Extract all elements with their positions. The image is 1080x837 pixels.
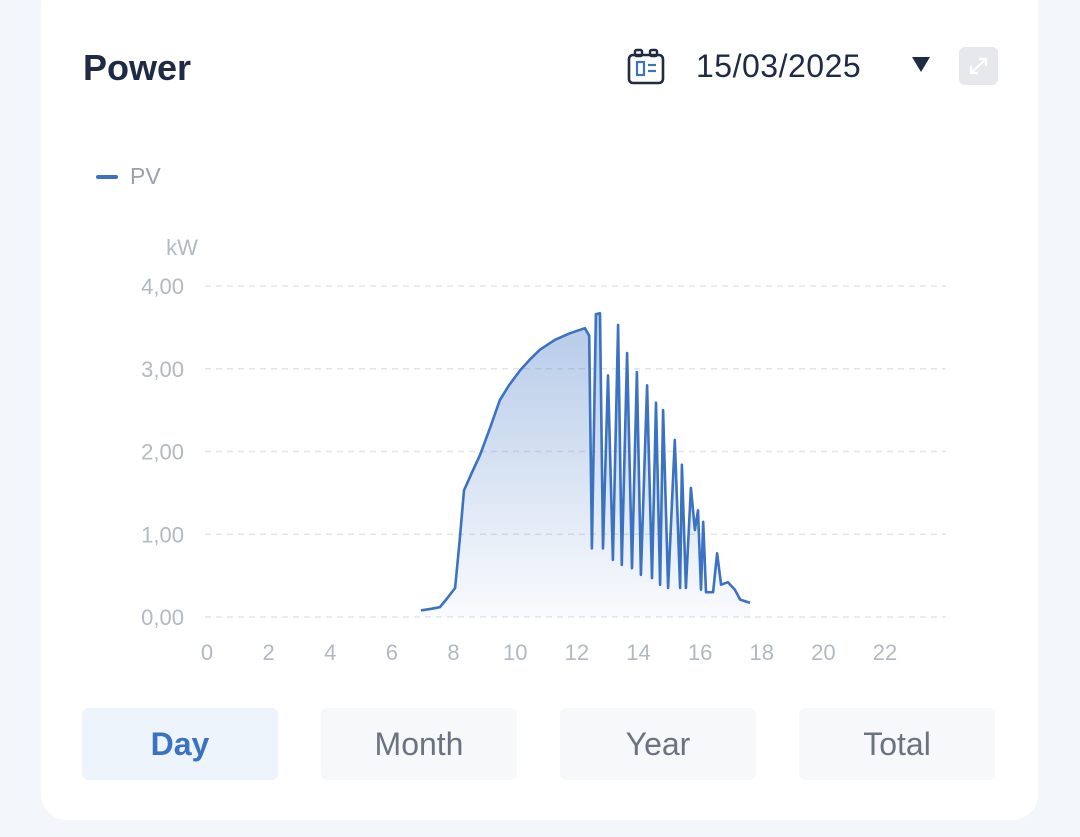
tab-total[interactable]: Total <box>799 708 995 780</box>
x-tick-label: 14 <box>626 640 650 665</box>
y-tick-label: 2,00 <box>141 440 184 465</box>
tab-day[interactable]: Day <box>82 708 278 780</box>
power-chart: kW 0,00 1,00 2,00 3,00 4,00 0 2 4 6 8 10 12 14 16 18 20… <box>141 235 946 665</box>
x-tick-label: 6 <box>386 640 398 665</box>
y-tick-label: 1,00 <box>141 522 184 547</box>
y-tick-label: 4,00 <box>141 274 184 299</box>
x-tick-label: 10 <box>503 640 527 665</box>
pv-area <box>420 313 751 617</box>
legend-swatch-pv <box>96 174 118 179</box>
x-tick-label: 2 <box>263 640 275 665</box>
x-tick-label: 20 <box>811 640 835 665</box>
x-tick-label: 16 <box>688 640 712 665</box>
x-tick-label: 4 <box>324 640 336 665</box>
x-tick-label: 8 <box>447 640 459 665</box>
legend-label-pv: PV <box>130 163 161 189</box>
tab-year[interactable]: Year <box>560 708 756 780</box>
x-tick-label: 12 <box>565 640 589 665</box>
tab-month[interactable]: Month <box>321 708 517 780</box>
card-title: Power <box>83 47 192 88</box>
expand-icon <box>969 57 988 75</box>
pv-series-line <box>420 312 751 612</box>
dropdown-caret-icon[interactable] <box>912 57 930 72</box>
calendar-icon[interactable] <box>627 48 667 86</box>
y-tick-label: 0,00 <box>141 605 184 630</box>
y-tick-label: 3,00 <box>141 357 184 382</box>
x-tick-label: 18 <box>750 640 774 665</box>
x-tick-label: 22 <box>873 640 897 665</box>
y-axis-unit: kW <box>166 235 198 260</box>
x-tick-label: 0 <box>201 640 213 665</box>
date-picker[interactable]: 15/03/2025 <box>696 48 862 84</box>
expand-button[interactable] <box>959 47 998 85</box>
chart-legend[interactable]: PV <box>96 163 161 190</box>
